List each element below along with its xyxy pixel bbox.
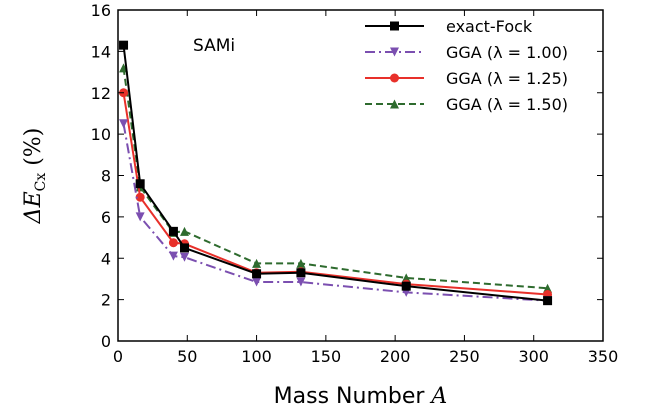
legend-item: GGA (λ = 1.25) — [365, 69, 568, 88]
x-tick-label: 0 — [113, 347, 123, 366]
series-line — [122, 123, 548, 302]
data-point — [180, 252, 190, 262]
data-point — [119, 40, 129, 50]
data-point — [252, 269, 262, 279]
legend-label: exact-Fock — [446, 17, 533, 36]
data-point — [401, 281, 411, 291]
data-point — [168, 251, 178, 261]
y-axis-label: ΔECx (%) — [21, 128, 49, 225]
y-tick-label: 12 — [91, 84, 111, 103]
plot-content — [119, 40, 553, 306]
legend-marker — [390, 21, 399, 31]
x-axis-label-var: A — [429, 384, 447, 409]
data-point — [401, 273, 411, 283]
y-tick-label: 4 — [101, 249, 111, 268]
series-line — [122, 67, 548, 290]
series-exact-Fock — [119, 40, 553, 306]
legend-label: GGA (λ = 1.25) — [446, 69, 568, 88]
legend-item: GGA (λ = 1.00) — [365, 43, 568, 62]
data-point — [296, 268, 306, 278]
axis-ticks: 0 50 100 150 200 250 300 350 0 2 4 6 8 10 12 14 16 — [91, 1, 619, 366]
data-point — [296, 277, 306, 287]
data-point — [168, 238, 178, 248]
y-axis-label-sub: Cx — [33, 173, 49, 192]
legend-label: GGA (λ = 1.50) — [446, 95, 568, 114]
x-tick-label: 350 — [588, 347, 619, 366]
x-tick-label: 50 — [177, 347, 197, 366]
x-axis-label-text: Mass Number — [274, 384, 432, 409]
y-axis-label-unit: (%) — [21, 128, 46, 173]
x-tick-label: 250 — [449, 347, 480, 366]
data-point — [119, 119, 129, 129]
x-axis-label: Mass Number A — [274, 384, 448, 409]
y-tick-label: 6 — [101, 208, 111, 227]
y-tick-label: 0 — [101, 332, 111, 351]
data-point — [252, 258, 262, 268]
legend-item: exact-Fock — [365, 17, 533, 36]
y-tick-label: 16 — [91, 1, 111, 20]
y-axis-label-main: ΔE — [21, 191, 46, 224]
x-tick-label: 200 — [380, 347, 411, 366]
chart-annotation: SAMi — [193, 36, 235, 56]
data-point — [180, 243, 190, 253]
series-line — [122, 45, 548, 302]
y-tick-label: 14 — [91, 42, 111, 61]
data-point — [180, 226, 190, 236]
data-point — [543, 283, 553, 293]
x-tick-label: 300 — [518, 347, 549, 366]
data-point — [168, 226, 178, 236]
data-point — [135, 192, 145, 202]
data-point — [135, 212, 145, 222]
legend-marker — [390, 47, 399, 57]
x-tick-label: 100 — [241, 347, 272, 366]
x-tick-label: 150 — [311, 347, 342, 366]
data-point — [296, 258, 306, 268]
legend-marker — [390, 73, 399, 83]
series-line — [122, 92, 548, 296]
legend-label: GGA (λ = 1.00) — [446, 43, 568, 62]
y-tick-label: 10 — [91, 125, 111, 144]
data-point — [252, 277, 262, 287]
legend-marker — [390, 99, 399, 109]
y-tick-label: 8 — [101, 167, 111, 186]
legend: exact-Fock GGA (λ = 1.00) GGA (λ = 1.25) GG… — [365, 17, 568, 114]
y-tick-label: 2 — [101, 291, 111, 310]
legend-item: GGA (λ = 1.50) — [365, 95, 568, 114]
data-point — [543, 296, 553, 306]
data-point — [135, 179, 145, 189]
